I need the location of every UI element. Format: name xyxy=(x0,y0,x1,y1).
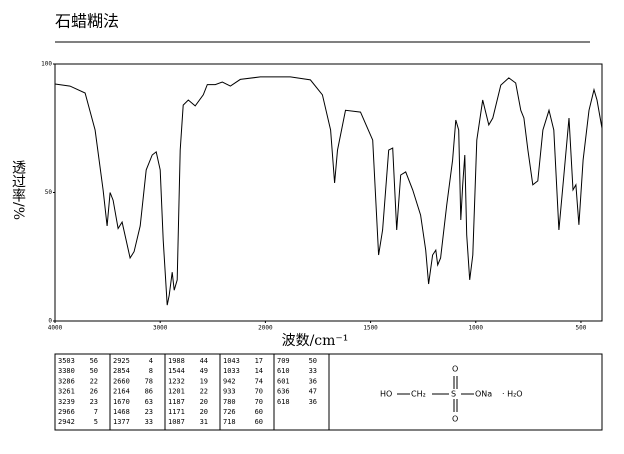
structure-text: CH₂ xyxy=(411,390,426,399)
peak-transmittance: 22 xyxy=(200,388,208,396)
peak-wavenumber: 1544 xyxy=(168,367,185,375)
peak-transmittance: 23 xyxy=(90,398,98,406)
y-tick-label: 50 xyxy=(45,189,53,196)
peak-transmittance: 49 xyxy=(200,367,208,375)
peak-transmittance: 47 xyxy=(309,388,317,396)
peak-transmittance: 31 xyxy=(200,418,208,426)
structure-text: · H₂O xyxy=(502,390,523,399)
peak-wavenumber: 601 xyxy=(277,377,290,385)
peak-wavenumber: 1988 xyxy=(168,357,185,365)
peak-wavenumber: 3261 xyxy=(58,388,75,396)
y-tick-label: 0 xyxy=(48,318,52,325)
peak-wavenumber: 933 xyxy=(223,388,236,396)
x-tick-label: 4000 xyxy=(48,325,63,332)
peak-wavenumber: 1033 xyxy=(223,367,240,375)
peak-wavenumber: 1087 xyxy=(168,418,185,426)
peak-transmittance: 33 xyxy=(145,418,153,426)
peak-transmittance: 19 xyxy=(200,377,208,385)
peak-wavenumber: 1232 xyxy=(168,377,185,385)
peak-transmittance: 70 xyxy=(255,388,263,396)
x-tick-label: 1000 xyxy=(469,325,484,332)
peak-transmittance: 8 xyxy=(149,367,153,375)
peak-transmittance: 26 xyxy=(90,388,98,396)
peak-transmittance: 36 xyxy=(309,398,317,406)
peak-transmittance: 22 xyxy=(90,377,98,385)
peak-transmittance: 50 xyxy=(90,367,98,375)
x-tick-label: 1500 xyxy=(363,325,378,332)
peak-transmittance: 86 xyxy=(145,388,153,396)
x-tick-label: 500 xyxy=(576,325,587,332)
peak-transmittance: 63 xyxy=(145,398,153,406)
peak-wavenumber: 618 xyxy=(277,398,290,406)
peak-wavenumber: 3503 xyxy=(58,357,75,365)
peak-wavenumber: 3286 xyxy=(58,377,75,385)
y-tick-label: 100 xyxy=(41,61,52,68)
peak-wavenumber: 3380 xyxy=(58,367,75,375)
peak-wavenumber: 726 xyxy=(223,408,236,416)
peak-wavenumber: 636 xyxy=(277,388,290,396)
peak-wavenumber: 1171 xyxy=(168,408,185,416)
peak-transmittance: 33 xyxy=(309,367,317,375)
peak-transmittance: 4 xyxy=(149,357,153,365)
x-axis-label: 波数/cm⁻¹ xyxy=(282,333,349,349)
peak-transmittance: 7 xyxy=(94,408,98,416)
peak-transmittance: 23 xyxy=(145,408,153,416)
peak-transmittance: 20 xyxy=(200,398,208,406)
structure-text: O xyxy=(452,365,458,374)
x-tick-label: 3000 xyxy=(153,325,168,332)
peak-wavenumber: 2966 xyxy=(58,408,75,416)
peak-transmittance: 60 xyxy=(255,408,263,416)
peak-transmittance: 74 xyxy=(255,377,263,385)
peak-wavenumber: 1187 xyxy=(168,398,185,406)
peak-transmittance: 44 xyxy=(200,357,208,365)
x-tick-label: 2000 xyxy=(258,325,273,332)
chart-title: 石蜡糊法 xyxy=(55,12,119,31)
peak-wavenumber: 1468 xyxy=(113,408,130,416)
peak-transmittance: 36 xyxy=(309,377,317,385)
peak-wavenumber: 718 xyxy=(223,418,236,426)
peak-transmittance: 78 xyxy=(145,377,153,385)
peak-transmittance: 56 xyxy=(90,357,98,365)
y-axis-label: 透过率/% xyxy=(10,160,26,220)
peak-transmittance: 17 xyxy=(255,357,263,365)
peak-transmittance: 5 xyxy=(94,418,98,426)
peak-wavenumber: 1043 xyxy=(223,357,240,365)
peak-wavenumber: 3239 xyxy=(58,398,75,406)
spectrum-line xyxy=(54,76,603,306)
peak-wavenumber: 610 xyxy=(277,367,290,375)
peak-wavenumber: 1670 xyxy=(113,398,130,406)
structure-text: HO xyxy=(380,390,392,399)
structure-text: O xyxy=(452,415,458,424)
peak-wavenumber: 1201 xyxy=(168,388,185,396)
peak-wavenumber: 780 xyxy=(223,398,236,406)
peak-wavenumber: 2854 xyxy=(113,367,130,375)
structure-text: ONa xyxy=(475,390,492,399)
peak-wavenumber: 2925 xyxy=(113,357,130,365)
peak-wavenumber: 1377 xyxy=(113,418,130,426)
peak-transmittance: 50 xyxy=(309,357,317,365)
peak-wavenumber: 2660 xyxy=(113,377,130,385)
peak-wavenumber: 709 xyxy=(277,357,290,365)
peak-transmittance: 14 xyxy=(255,367,263,375)
structure: HO CH₂ S O O ONa · H₂O xyxy=(380,365,523,424)
plot-frame xyxy=(54,63,603,322)
structure-text: S xyxy=(451,390,456,399)
peak-transmittance: 60 xyxy=(255,418,263,426)
peak-wavenumber: 2942 xyxy=(58,418,75,426)
peak-wavenumber: 2164 xyxy=(113,388,130,396)
peak-transmittance: 70 xyxy=(255,398,263,406)
peak-transmittance: 20 xyxy=(200,408,208,416)
peak-wavenumber: 942 xyxy=(223,377,236,385)
